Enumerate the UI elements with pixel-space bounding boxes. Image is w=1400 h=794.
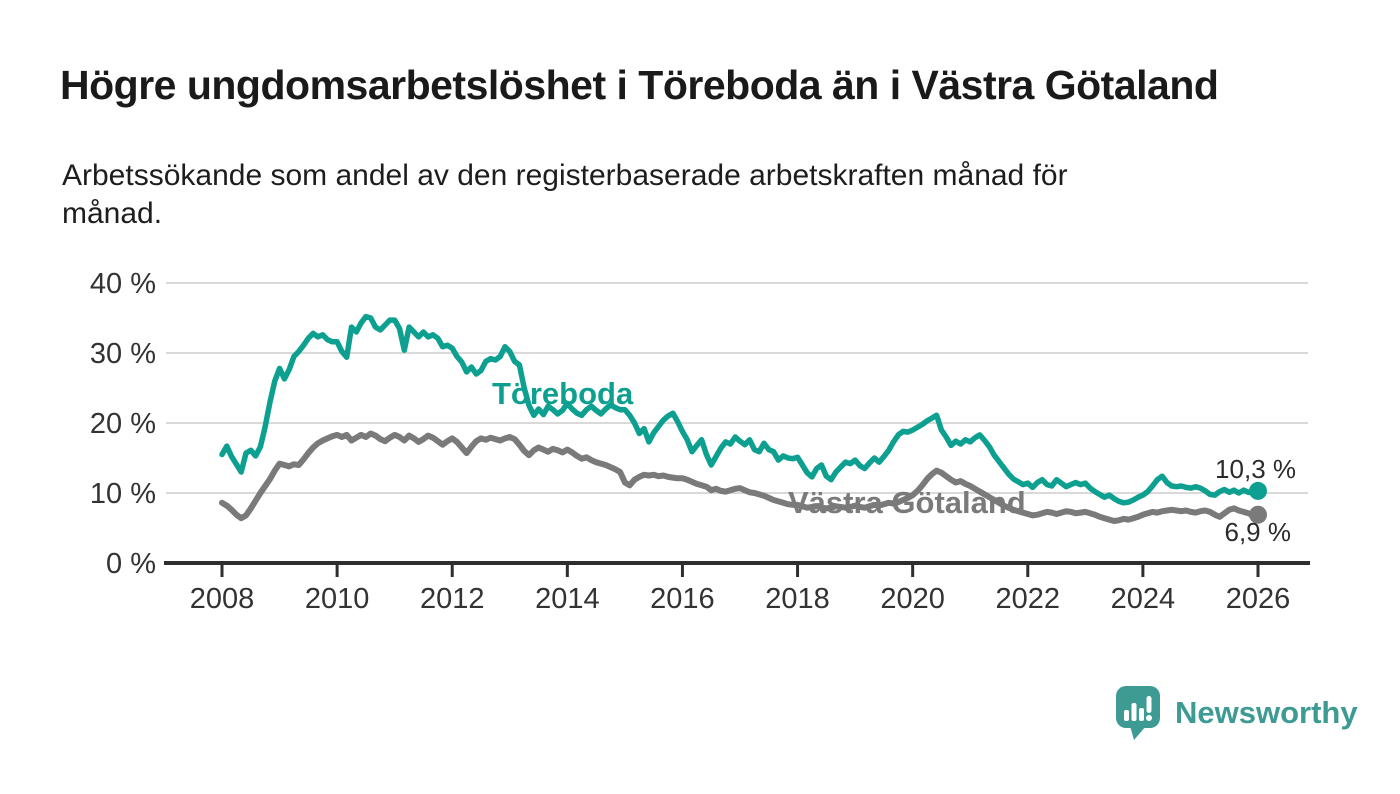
x-tick-label: 2012 bbox=[420, 583, 485, 615]
x-axis-ticks bbox=[220, 563, 1260, 577]
gridlines bbox=[166, 282, 1308, 494]
line-toreboda bbox=[219, 313, 1261, 506]
x-tick-label: 2018 bbox=[765, 583, 830, 615]
x-tick-label: 2008 bbox=[190, 583, 255, 615]
x-tick-label: 2024 bbox=[1111, 583, 1176, 615]
series-label-vastra-gotaland: Västra Götaland bbox=[788, 485, 1026, 520]
y-tick-label: 20 % bbox=[90, 408, 156, 440]
x-tick-label: 2010 bbox=[305, 583, 370, 615]
x-tick-label: 2026 bbox=[1226, 583, 1291, 615]
bar-chart-speech-bubble-icon bbox=[1116, 686, 1160, 740]
y-tick-label: 30 % bbox=[90, 338, 156, 370]
end-value-label-vastra-gotaland: 6,9 % bbox=[1225, 517, 1292, 547]
x-tick-label: 2020 bbox=[880, 583, 945, 615]
end-dot bbox=[1249, 481, 1267, 500]
y-axis-labels: 0 % 10 % 20 % 30 % 40 % bbox=[90, 268, 156, 580]
end-value-label-toreboda: 10,3 % bbox=[1215, 454, 1296, 484]
series-label-toreboda: Töreboda bbox=[492, 376, 634, 411]
y-tick-label: 0 % bbox=[106, 548, 156, 580]
y-tick-label: 10 % bbox=[90, 478, 156, 510]
newsworthy-wordmark: Newsworthy bbox=[1175, 695, 1358, 730]
x-tick-label: 2022 bbox=[996, 583, 1061, 615]
page-subtitle: Arbetssökande som andel av den registerb… bbox=[62, 159, 1068, 230]
x-tick-label: 2016 bbox=[650, 583, 715, 615]
page-title: Högre ungdomsarbetslöshet i Töreboda än … bbox=[60, 62, 1219, 108]
series-lines bbox=[219, 313, 1267, 524]
line-vastra-gotaland bbox=[219, 430, 1261, 524]
end-dot bbox=[1249, 505, 1267, 524]
newsworthy-logo: Newsworthy bbox=[1114, 684, 1358, 742]
y-tick-label: 40 % bbox=[90, 268, 156, 300]
x-axis-labels: 2008 2010 2012 2014 2016 2018 2020 2022 2024 2026 bbox=[190, 583, 1291, 615]
x-tick-label: 2014 bbox=[535, 583, 600, 615]
